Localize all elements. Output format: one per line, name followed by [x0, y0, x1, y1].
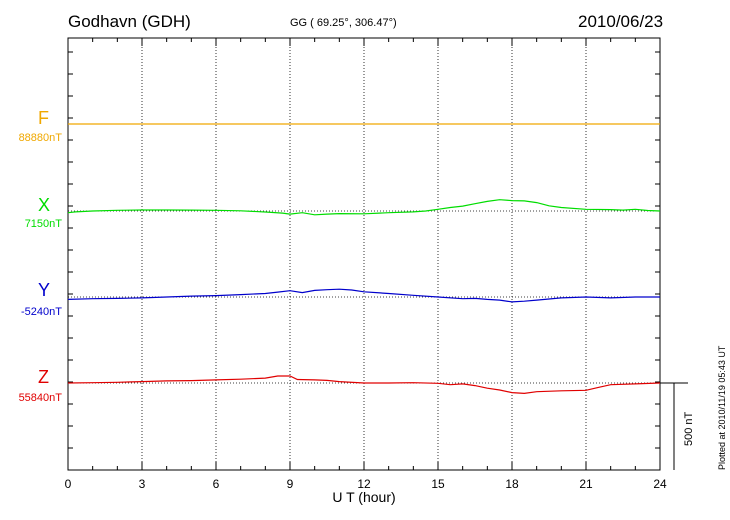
component-baseline-z: 55840nT	[18, 392, 62, 404]
chart-date: 2010/06/23	[578, 12, 664, 31]
grid	[68, 38, 660, 470]
series-line-z	[67, 375, 661, 395]
x-tick-label: 6	[213, 477, 220, 491]
station-coordinates: GG ( 69.25°, 306.47°)	[290, 17, 397, 29]
station-title: Godhavn (GDH)	[68, 12, 191, 31]
x-tick-label: 15	[431, 477, 445, 491]
component-letter-y: Y	[38, 280, 51, 300]
component-letter-x: X	[38, 195, 51, 215]
x-tick-label: 12	[357, 477, 371, 491]
scale-bar: 500 nT	[660, 382, 695, 470]
component-letter-f: F	[38, 108, 49, 128]
x-tick-label: 21	[579, 477, 593, 491]
series-lines	[67, 123, 661, 395]
component-baseline-y: -5240nT	[21, 306, 62, 318]
x-tick-labels: 0 3 6 9 12 15 18 21 24	[65, 477, 667, 491]
x-tick-label: 3	[139, 477, 146, 491]
axis-ticks	[67, 38, 661, 470]
series-line-x	[67, 199, 661, 216]
x-axis-label: U T (hour)	[332, 489, 395, 505]
component-baseline-x: 7150nT	[24, 218, 62, 230]
x-tick-label: 9	[287, 477, 294, 491]
scale-bar-label: 500 nT	[683, 411, 695, 446]
series-line-y	[67, 288, 660, 303]
x-tick-label: 0	[65, 477, 72, 491]
component-baseline-f: 88880nT	[18, 132, 62, 144]
x-tick-label: 24	[653, 477, 667, 491]
component-letter-z: Z	[38, 367, 49, 387]
x-tick-label: 18	[505, 477, 519, 491]
